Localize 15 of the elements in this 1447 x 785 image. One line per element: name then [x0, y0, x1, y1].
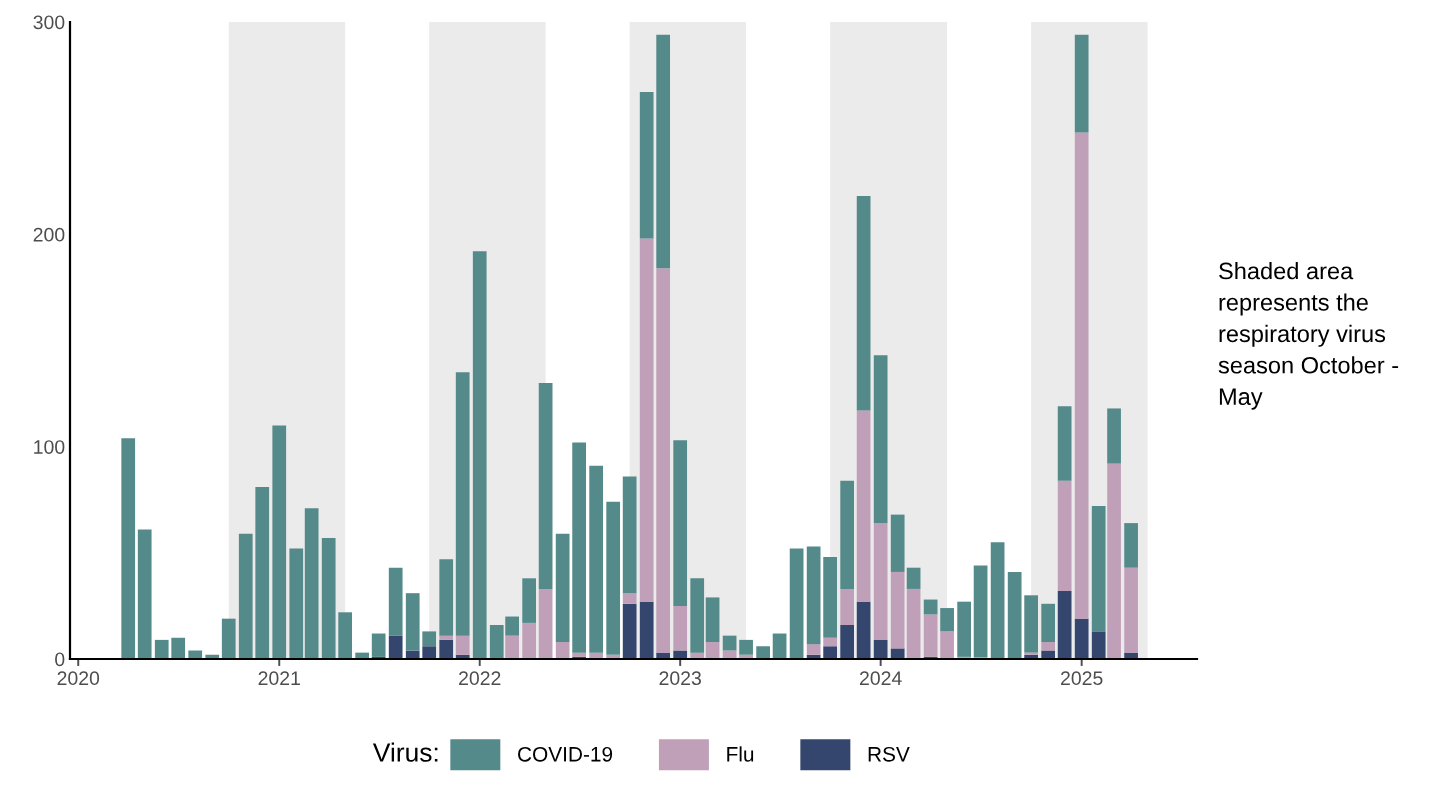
y-tick-label: 0 [55, 652, 65, 667]
x-tick-label: 2022 [459, 671, 501, 686]
x-tick-label: 2024 [860, 671, 902, 686]
x-tick-label: 2020 [57, 671, 100, 686]
legend-label: COVID-19 [518, 746, 613, 762]
x-tick-label: 2023 [659, 671, 701, 686]
x-tick-label: 2021 [258, 671, 300, 686]
x-tick-label: 2025 [1061, 671, 1103, 686]
y-tick-label: 100 [34, 440, 65, 454]
text: Shaded area represents the respiratory virus season October - May [1218, 262, 1399, 410]
legend-label: Flu [727, 746, 754, 762]
legend-title: Virus: [372, 742, 438, 762]
y-tick-label: 300 [33, 15, 65, 30]
legend-label: RSV [868, 746, 910, 762]
y-tick-label: 200 [33, 227, 65, 242]
